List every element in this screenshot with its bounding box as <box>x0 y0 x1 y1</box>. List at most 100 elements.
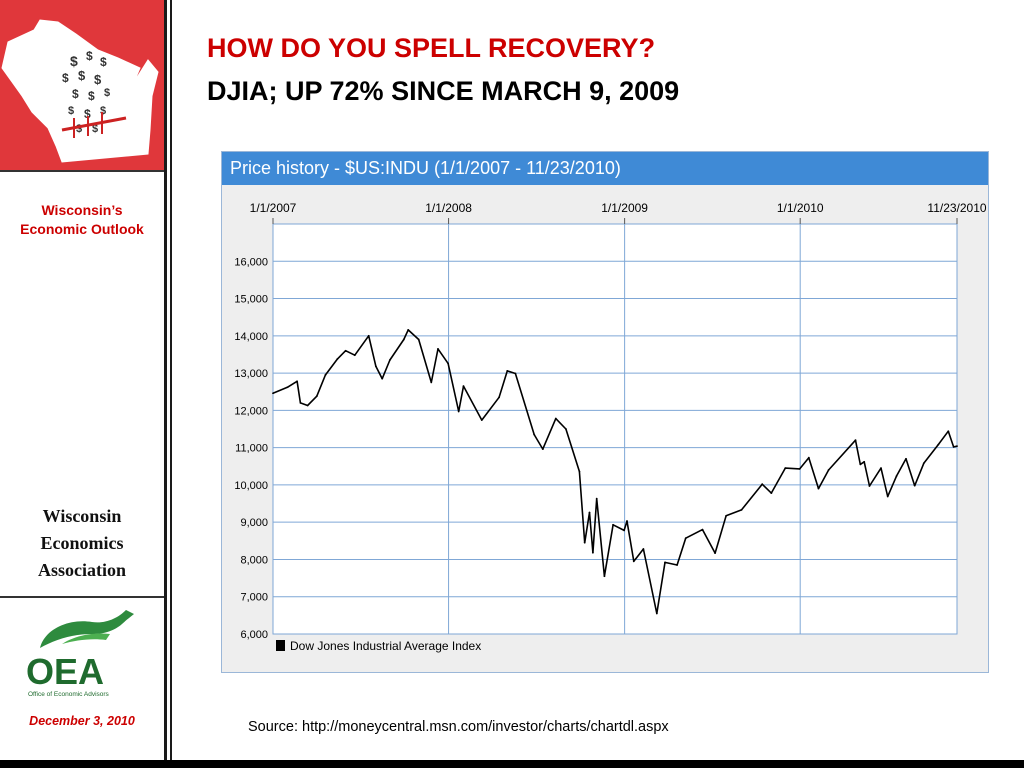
data-point <box>817 487 820 490</box>
data-point <box>595 497 598 500</box>
sidebar-border-inner <box>170 0 172 760</box>
data-point <box>533 433 536 436</box>
plot-area <box>272 223 958 635</box>
svg-text:$: $ <box>100 55 107 69</box>
data-point <box>296 380 298 383</box>
data-point <box>336 358 339 360</box>
data-point <box>612 523 614 526</box>
svg-text:$: $ <box>62 71 69 85</box>
data-point <box>905 457 907 460</box>
x-tick-label: 1/1/2010 <box>777 201 824 215</box>
y-tick-label: 9,000 <box>240 517 268 529</box>
data-point <box>578 470 581 473</box>
wisconsin-map-logo: $ $ $ $ $ $ $ $ $ $ $ $ $ $ <box>0 0 164 170</box>
data-point <box>447 362 449 365</box>
y-tick-label: 10,000 <box>234 480 268 492</box>
chart-plot: 6,000 7,000 8,000 9,000 10,000 11,000 12,000 13… <box>234 201 987 653</box>
data-point <box>381 377 384 380</box>
slide-subtitle: DJIA; UP 72% SINCE MARCH 9, 2009 <box>207 76 680 106</box>
data-point <box>714 552 716 555</box>
data-point <box>952 445 955 448</box>
data-point <box>956 445 958 448</box>
svg-text:$: $ <box>104 87 110 99</box>
data-point <box>880 467 882 470</box>
data-point <box>402 338 405 341</box>
data-point <box>367 334 370 337</box>
data-point <box>286 386 289 389</box>
chart-header: Price history - $US:INDU (1/1/2007 - 11/… <box>222 152 988 185</box>
svg-text:$: $ <box>84 107 91 121</box>
legend-swatch <box>276 640 285 651</box>
data-point <box>430 381 433 384</box>
data-point <box>886 495 889 498</box>
data-point <box>807 456 810 459</box>
y-tick-label: 7,000 <box>240 592 268 604</box>
svg-text:$: $ <box>76 123 82 135</box>
sidebar-border <box>164 0 167 760</box>
sidebar-divider <box>0 170 164 172</box>
data-point <box>437 347 439 350</box>
x-tick-label: 11/23/2010 <box>927 201 986 215</box>
data-point <box>632 560 635 563</box>
data-point <box>798 467 801 470</box>
svg-text:$: $ <box>72 87 79 101</box>
data-point <box>603 575 606 578</box>
data-point <box>480 419 483 421</box>
outlook-line-2: Economic Outlook <box>20 221 144 237</box>
y-tick-label: 14,000 <box>234 331 268 343</box>
data-point <box>684 537 687 540</box>
legend-label: Dow Jones Industrial Average Index <box>290 639 481 653</box>
data-point <box>344 349 347 352</box>
data-point <box>676 564 678 566</box>
data-point <box>863 460 866 463</box>
logo-text: OEA <box>26 651 104 692</box>
y-tick-label: 13,000 <box>234 368 268 380</box>
data-point <box>565 428 567 430</box>
data-point <box>937 443 940 446</box>
svg-text:$: $ <box>92 123 98 135</box>
data-point <box>353 354 356 357</box>
presentation-date: December 3, 2010 <box>29 714 135 728</box>
y-tick-label: 8,000 <box>240 554 268 566</box>
svg-text:$: $ <box>78 68 86 83</box>
data-point <box>498 396 500 399</box>
svg-text:$: $ <box>88 89 95 103</box>
chart-title: Price history - $US:INDU (1/1/2007 - 11/… <box>230 158 621 178</box>
svg-text:$: $ <box>68 105 74 117</box>
data-point <box>770 492 773 495</box>
data-point <box>854 439 857 442</box>
y-tick-label: 15,000 <box>234 294 268 306</box>
data-point <box>655 612 658 615</box>
data-point <box>895 475 898 478</box>
data-point <box>457 410 460 413</box>
data-point <box>642 548 645 550</box>
y-tick-label: 6,000 <box>240 629 268 641</box>
y-tick-label: 11,000 <box>235 443 268 455</box>
price-history-chart: Price history - $US:INDU (1/1/2007 - 11/… <box>221 151 989 673</box>
data-point <box>761 483 764 486</box>
oea-logo: OEA Office of Economic Advisors <box>22 608 142 705</box>
data-point <box>922 462 925 465</box>
data-point <box>623 529 626 532</box>
y-tick-label: 12,000 <box>234 405 268 417</box>
outlook-line-1: Wisconsin’s <box>41 202 123 218</box>
sidebar: $ $ $ $ $ $ $ $ $ $ $ $ $ $ Wisconsin’s Economi… <box>0 0 164 760</box>
data-point <box>514 372 517 375</box>
association-label: Wisconsin Economics Association <box>0 503 164 584</box>
economic-outlook-label: Wisconsin’s Economic Outlook <box>0 201 164 239</box>
data-point <box>506 369 509 372</box>
data-point <box>784 467 787 470</box>
data-point <box>947 430 950 433</box>
data-point <box>554 417 557 420</box>
data-point <box>417 338 420 341</box>
x-tick-label: 1/1/2009 <box>601 201 648 215</box>
source-citation: Source: http://moneycentral.msn.com/inve… <box>248 719 669 735</box>
data-point <box>701 528 704 531</box>
data-point <box>664 561 666 564</box>
svg-text:$: $ <box>100 105 106 117</box>
sidebar-divider-lower <box>0 596 164 598</box>
wisconsin-map-icon: $ $ $$ $ $ $ $ $$ $ $ $ $ <box>1 19 159 163</box>
data-point <box>588 511 591 514</box>
data-point <box>272 392 274 395</box>
assoc-line-1: Wisconsin <box>42 506 122 526</box>
